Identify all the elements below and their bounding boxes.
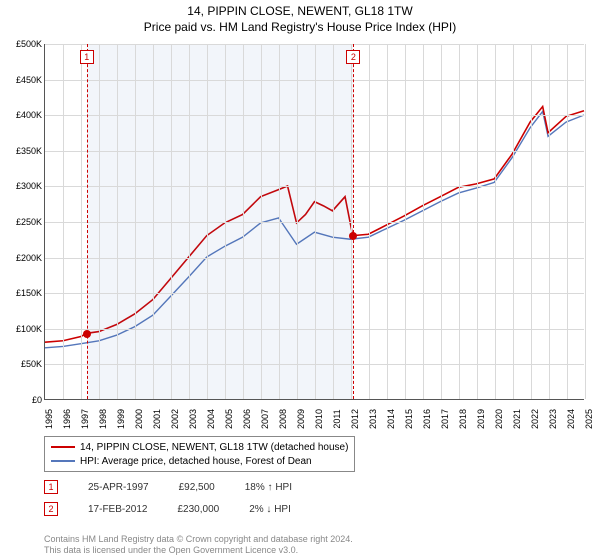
y-tick-label: £200K bbox=[16, 253, 45, 263]
x-tick-label: 2003 bbox=[188, 409, 198, 429]
x-tick-label: 2014 bbox=[386, 409, 396, 429]
y-tick-label: £100K bbox=[16, 324, 45, 334]
sale-entry: 2 17-FEB-2012 £230,000 2% ↓ HPI bbox=[44, 502, 291, 516]
legend-item: HPI: Average price, detached house, Fore… bbox=[51, 454, 348, 468]
sale-price: £92,500 bbox=[179, 482, 215, 493]
x-tick-label: 2023 bbox=[548, 409, 558, 429]
title-subtitle: Price paid vs. HM Land Registry's House … bbox=[0, 20, 600, 34]
title-address: 14, PIPPIN CLOSE, NEWENT, GL18 1TW bbox=[0, 4, 600, 18]
legend-label: HPI: Average price, detached house, Fore… bbox=[80, 456, 312, 467]
sale-date: 25-APR-1997 bbox=[88, 482, 149, 493]
x-tick-label: 2009 bbox=[296, 409, 306, 429]
y-tick-label: £250K bbox=[16, 217, 45, 227]
x-tick-label: 1998 bbox=[98, 409, 108, 429]
footnote-line: This data is licensed under the Open Gov… bbox=[44, 545, 353, 556]
y-tick-label: £350K bbox=[16, 146, 45, 156]
chart-plot-area: £0£50K£100K£150K£200K£250K£300K£350K£400… bbox=[44, 44, 584, 400]
x-tick-label: 2006 bbox=[242, 409, 252, 429]
x-tick-label: 2011 bbox=[332, 409, 342, 428]
x-tick-label: 1997 bbox=[80, 409, 90, 429]
sale-marker-icon: 2 bbox=[346, 50, 360, 64]
sale-price: £230,000 bbox=[177, 504, 219, 515]
x-tick-label: 2001 bbox=[152, 409, 162, 429]
sale-delta: 2% ↓ HPI bbox=[249, 504, 291, 515]
x-tick-label: 2004 bbox=[206, 409, 216, 429]
sale-marker-icon: 1 bbox=[44, 480, 58, 494]
x-tick-label: 2022 bbox=[530, 409, 540, 429]
sale-marker-icon: 1 bbox=[80, 50, 94, 64]
legend-swatch bbox=[51, 446, 75, 448]
legend-swatch bbox=[51, 460, 75, 462]
x-tick-label: 2007 bbox=[260, 409, 270, 429]
x-tick-label: 2024 bbox=[566, 409, 576, 429]
sale-delta: 18% ↑ HPI bbox=[245, 482, 292, 493]
sale-dot-icon bbox=[349, 232, 357, 240]
y-tick-label: £450K bbox=[16, 75, 45, 85]
sale-date: 17-FEB-2012 bbox=[88, 504, 147, 515]
x-tick-label: 1999 bbox=[116, 409, 126, 429]
x-tick-label: 2021 bbox=[512, 409, 522, 429]
y-tick-label: £150K bbox=[16, 288, 45, 298]
x-tick-label: 2012 bbox=[350, 409, 360, 429]
x-tick-label: 2000 bbox=[134, 409, 144, 429]
x-tick-label: 1995 bbox=[44, 409, 54, 429]
footnote-line: Contains HM Land Registry data © Crown c… bbox=[44, 534, 353, 545]
x-tick-label: 2018 bbox=[458, 409, 468, 429]
legend-label: 14, PIPPIN CLOSE, NEWENT, GL18 1TW (deta… bbox=[80, 442, 348, 453]
x-tick-label: 2020 bbox=[494, 409, 504, 429]
x-tick-label: 2008 bbox=[278, 409, 288, 429]
x-tick-label: 1996 bbox=[62, 409, 72, 429]
x-tick-label: 2002 bbox=[170, 409, 180, 429]
x-tick-label: 2017 bbox=[440, 409, 450, 429]
x-tick-label: 2010 bbox=[314, 409, 324, 429]
y-tick-label: £500K bbox=[16, 39, 45, 49]
x-tick-label: 2013 bbox=[368, 409, 378, 429]
legend-item: 14, PIPPIN CLOSE, NEWENT, GL18 1TW (deta… bbox=[51, 440, 348, 454]
x-tick-label: 2005 bbox=[224, 409, 234, 429]
sale-entry: 1 25-APR-1997 £92,500 18% ↑ HPI bbox=[44, 480, 292, 494]
x-tick-label: 2016 bbox=[422, 409, 432, 429]
x-tick-label: 2025 bbox=[584, 409, 594, 429]
x-tick-label: 2015 bbox=[404, 409, 414, 429]
y-tick-label: £400K bbox=[16, 110, 45, 120]
sale-marker-icon: 2 bbox=[44, 502, 58, 516]
chart-titles: 14, PIPPIN CLOSE, NEWENT, GL18 1TW Price… bbox=[0, 0, 600, 34]
sale-dot-icon bbox=[83, 330, 91, 338]
y-tick-label: £0 bbox=[32, 395, 45, 405]
y-tick-label: £300K bbox=[16, 181, 45, 191]
x-tick-label: 2019 bbox=[476, 409, 486, 429]
footnote: Contains HM Land Registry data © Crown c… bbox=[44, 534, 353, 556]
y-tick-label: £50K bbox=[21, 359, 45, 369]
legend-box: 14, PIPPIN CLOSE, NEWENT, GL18 1TW (deta… bbox=[44, 436, 355, 472]
